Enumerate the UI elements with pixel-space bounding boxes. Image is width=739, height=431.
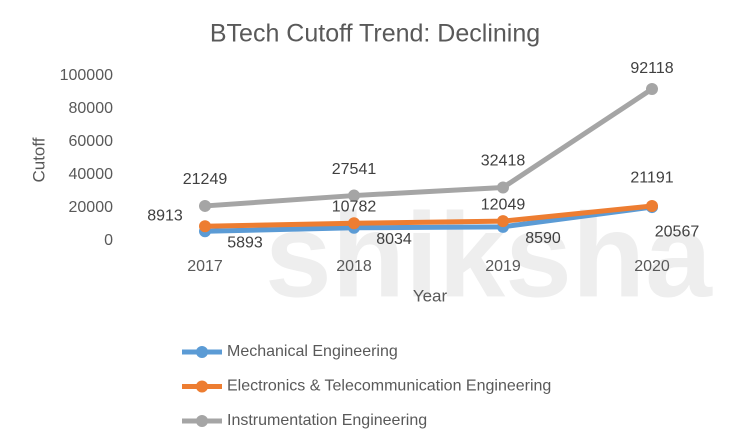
data-label: 21191	[630, 169, 673, 186]
y-axis-label: Cutoff	[29, 137, 48, 182]
legend-label: Electronics & Telecommunication Engineer…	[227, 378, 551, 395]
data-label: 10782	[332, 198, 377, 215]
x-axis-label: Year	[413, 286, 448, 305]
data-label: 32418	[481, 153, 526, 170]
x-tick-label: 2018	[336, 258, 372, 275]
point	[348, 217, 360, 230]
data-label: 8034	[376, 231, 412, 248]
x-tick-label: 2020	[634, 258, 670, 275]
data-label: 12049	[481, 196, 526, 213]
y-tick-label: 100000	[60, 67, 113, 84]
legend-marker	[196, 346, 208, 358]
legend-label: Instrumentation Engineering	[227, 412, 427, 429]
point	[497, 215, 509, 228]
y-tick-label: 20000	[69, 199, 114, 216]
series-line	[202, 86, 655, 209]
x-tick-label: 2017	[187, 258, 223, 275]
chart-title: BTech Cutoff Trend: Declining	[210, 20, 540, 48]
data-label: 5893	[227, 234, 263, 251]
data-label: 8590	[525, 230, 561, 247]
legend-marker	[196, 415, 208, 427]
point	[646, 83, 658, 96]
point	[199, 199, 211, 212]
legend-marker	[196, 380, 208, 393]
point	[646, 200, 658, 213]
data-label: 27541	[332, 161, 377, 178]
data-label: 20567	[655, 223, 700, 240]
point	[497, 181, 509, 194]
point	[348, 189, 360, 202]
y-tick-label: 60000	[69, 133, 114, 150]
data-label: 8913	[147, 208, 183, 225]
y-tick-label: 80000	[69, 100, 114, 117]
y-tick-label: 0	[104, 232, 113, 249]
point	[199, 220, 211, 233]
y-tick-label: 40000	[69, 166, 114, 183]
data-label: 21249	[183, 171, 228, 188]
series-line	[202, 203, 655, 229]
data-label: 92118	[630, 60, 673, 77]
legend-label: Mechanical Engineering	[227, 343, 398, 360]
series-line	[202, 204, 655, 234]
x-tick-label: 2019	[485, 258, 521, 275]
